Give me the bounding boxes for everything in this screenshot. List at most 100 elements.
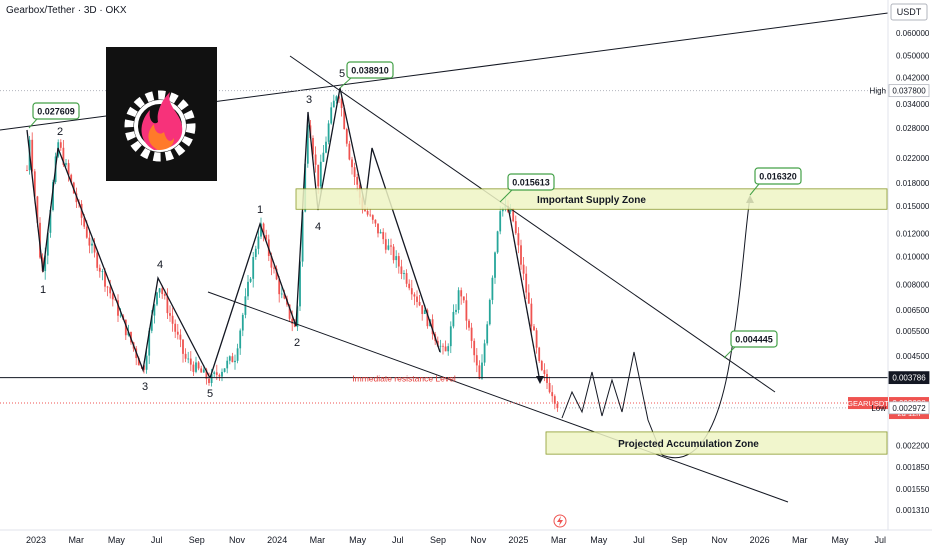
- candle-body: [31, 139, 34, 172]
- candle-body: [93, 243, 96, 253]
- candle-body: [410, 288, 413, 295]
- candle-body: [527, 292, 530, 304]
- candle-body: [98, 267, 101, 272]
- time-tick-label: Mar: [68, 535, 84, 545]
- time-tick-label: May: [108, 535, 126, 545]
- candle-body: [442, 345, 444, 347]
- candle-body: [156, 292, 158, 305]
- price-tick-label: 0.004500: [896, 352, 930, 361]
- candle-body: [91, 243, 93, 246]
- candle-body: [137, 358, 140, 366]
- wave-path-2024: [209, 87, 341, 379]
- candle-body: [33, 171, 36, 197]
- candle-body: [52, 182, 54, 211]
- time-tick-label: Mar: [310, 535, 326, 545]
- zone-box: [545, 431, 888, 455]
- candle-body: [104, 271, 106, 287]
- zone-label: Important Supply Zone: [537, 195, 646, 206]
- candle-body: [88, 237, 91, 246]
- candle-body: [351, 159, 353, 168]
- candle-body: [556, 403, 559, 409]
- candle-body: [109, 287, 112, 294]
- candle-body: [148, 330, 151, 356]
- candle-body: [26, 170, 28, 171]
- candle-body: [470, 327, 473, 341]
- candle-body: [171, 315, 174, 324]
- price-badge-value: 0.003786: [892, 374, 926, 383]
- candle-body: [366, 211, 369, 215]
- candle-body: [369, 214, 372, 216]
- candle-body: [247, 281, 249, 297]
- time-tick-label: 2025: [508, 535, 528, 545]
- time-tick-label: Sep: [430, 535, 446, 545]
- callout-pointer: [723, 346, 736, 359]
- candle-body: [218, 374, 221, 377]
- callout-pointer: [749, 183, 760, 196]
- candle-body: [195, 362, 197, 372]
- candle-body: [403, 273, 405, 275]
- candle-body: [221, 371, 223, 377]
- callout-value: 0.015613: [512, 178, 550, 188]
- price-badge-value: 0.037800: [892, 87, 926, 96]
- price-tick-label: 0.006500: [896, 306, 930, 315]
- wave-label: 2: [57, 126, 63, 138]
- candle-body: [533, 326, 535, 331]
- candle-body: [327, 123, 330, 142]
- candle-body: [208, 378, 210, 384]
- time-tick-label: May: [831, 535, 849, 545]
- candle-body: [468, 320, 470, 328]
- candle-body: [345, 129, 348, 144]
- callout-value: 0.016320: [759, 172, 797, 182]
- descending-trendline-lower: [207, 291, 789, 503]
- candle-body: [67, 163, 70, 175]
- candle-body: [83, 217, 86, 227]
- symbol-badge-label: GEARUSDT: [847, 399, 889, 408]
- candle-body: [241, 314, 244, 331]
- candle-body: [488, 299, 491, 325]
- price-badge: [888, 401, 930, 415]
- candle-body: [481, 362, 483, 379]
- price-axis: USDT 0.060000 0.050000 0.042000 0.034000 0.02…: [887, 0, 932, 550]
- callout-box: [730, 330, 778, 348]
- candles-layer: [26, 94, 559, 412]
- candle-body: [36, 196, 39, 223]
- candle-body: [117, 300, 119, 316]
- candle-body: [462, 296, 465, 301]
- candle-body: [426, 310, 429, 327]
- price-tick-label: 0.050000: [896, 52, 930, 61]
- zone-box: [295, 188, 888, 210]
- callout-pointer: [28, 118, 38, 129]
- candle-body: [192, 364, 195, 372]
- wave-label: 1: [40, 284, 46, 296]
- candle-body: [439, 345, 442, 347]
- candle-body: [392, 246, 395, 261]
- candle-body: [548, 382, 551, 393]
- candle-body: [364, 209, 366, 212]
- candle-body: [413, 294, 416, 297]
- candle-body: [455, 309, 457, 312]
- callout-value: 0.004445: [735, 335, 773, 345]
- price-tick-label: 0.005500: [896, 327, 930, 336]
- candle-body: [387, 245, 390, 250]
- candle-body: [452, 311, 455, 327]
- time-tick-label: Mar: [551, 535, 567, 545]
- candle-body: [353, 167, 356, 177]
- callout-value: 0.038910: [351, 66, 389, 76]
- candle-body: [551, 392, 554, 397]
- price-tick-label: 0.042000: [896, 73, 930, 82]
- candle-body: [176, 331, 179, 335]
- callouts-layer: 0.027609 0.038910 0.015613 0.016320 0.004445: [28, 61, 802, 359]
- descending-trendline-upper: [289, 55, 776, 393]
- candle-body: [325, 141, 327, 153]
- candle-body: [174, 323, 177, 332]
- zones-layer: Important Supply Zone Projected Accumulat…: [295, 188, 888, 455]
- candle-body: [124, 319, 127, 336]
- callout-box: [32, 102, 80, 120]
- callout-box: [346, 61, 394, 79]
- candle-body: [249, 278, 252, 282]
- candle-body: [486, 324, 489, 344]
- candle-body: [85, 226, 88, 238]
- arrowhead-down: [536, 376, 544, 384]
- candle-body: [522, 264, 525, 274]
